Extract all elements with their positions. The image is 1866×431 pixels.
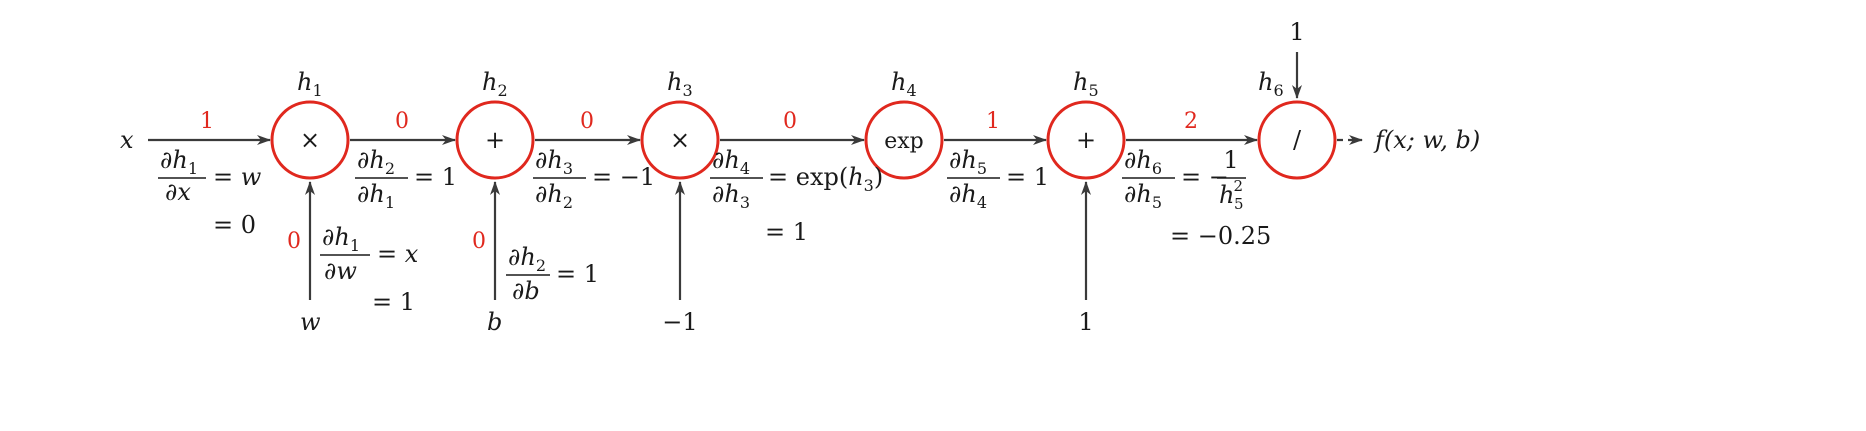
svg-text:∂h2: ∂h2 — [535, 180, 573, 212]
svg-text:= x: = x — [377, 240, 419, 268]
svg-text:∂h2: ∂h2 — [508, 243, 546, 275]
label-h2: h2 — [482, 68, 508, 100]
op-h3: × — [670, 126, 690, 154]
input-x: x — [120, 126, 134, 154]
partial-dh2-dh1: ∂h2 ∂h1 = 1 — [355, 146, 457, 212]
svg-text:= exp(h3): = exp(h3) — [768, 163, 883, 195]
svg-text:= −1: = −1 — [592, 163, 655, 191]
svg-text:∂h4: ∂h4 — [949, 180, 987, 212]
partial-dh5-dh4: ∂h5 ∂h4 = 1 — [947, 146, 1049, 212]
svg-text:= −: = − — [1181, 163, 1229, 191]
svg-text:∂h4: ∂h4 — [712, 146, 750, 178]
svg-text:∂x: ∂x — [165, 178, 191, 206]
input-w: w — [300, 308, 321, 336]
op-h6: / — [1293, 126, 1302, 154]
svg-text:∂h1: ∂h1 — [322, 223, 360, 255]
grad-h5-h6: 2 — [1184, 109, 1198, 134]
svg-text:∂w: ∂w — [324, 257, 357, 285]
svg-text:∂h6: ∂h6 — [1124, 146, 1162, 178]
svg-text:1: 1 — [1223, 146, 1238, 174]
label-h4: h4 — [891, 68, 917, 100]
partial-dh4-dh3: ∂h4 ∂h3 = exp(h3) = 1 — [710, 146, 883, 246]
input-one-h5: 1 — [1078, 308, 1093, 336]
partial-dh6-dh5: ∂h6 ∂h5 = − 1 h2 5 = −0.25 — [1122, 146, 1271, 250]
output-label: f(x; w, b) — [1373, 126, 1480, 154]
grad-h3-h4: 0 — [783, 109, 797, 134]
partial-dh1-dx: ∂h1 ∂x = w = 0 — [158, 146, 262, 239]
input-neg1: −1 — [662, 308, 697, 336]
grad-w-h1: 0 — [287, 229, 301, 254]
svg-text:= 1: = 1 — [414, 163, 457, 191]
node-h1 — [270, 100, 350, 180]
svg-text:= w: = w — [213, 163, 262, 191]
op-h2: + — [485, 126, 505, 154]
op-h1: × — [300, 126, 320, 154]
node-h5 — [1046, 100, 1126, 180]
svg-text:= 1: = 1 — [372, 288, 415, 316]
partial-dh2-db: ∂h2 ∂b = 1 — [506, 243, 599, 305]
grad-x-h1: 1 — [200, 109, 214, 134]
grad-h4-h5: 1 — [986, 109, 1000, 134]
svg-text:∂h1: ∂h1 — [160, 146, 198, 178]
node-h6 — [1257, 100, 1337, 180]
svg-text:∂h3: ∂h3 — [535, 146, 573, 178]
svg-text:= 1: = 1 — [1006, 163, 1049, 191]
label-h1: h1 — [297, 68, 323, 100]
svg-text:∂h2: ∂h2 — [357, 146, 395, 178]
svg-text:∂h1: ∂h1 — [357, 180, 395, 212]
grad-h2-h3: 0 — [580, 109, 594, 134]
label-h6: h6 — [1258, 68, 1284, 100]
grad-b-h2: 0 — [472, 229, 486, 254]
partial-dh1-dw: ∂h1 ∂w = x = 1 — [320, 223, 419, 316]
op-h5: + — [1076, 126, 1096, 154]
svg-text:= 1: = 1 — [556, 260, 599, 288]
svg-text:= −0.25: = −0.25 — [1170, 222, 1271, 250]
node-h2 — [455, 100, 535, 180]
svg-text:∂h5: ∂h5 — [1124, 180, 1162, 212]
svg-text:∂h5: ∂h5 — [949, 146, 987, 178]
node-h3 — [640, 100, 720, 180]
svg-text:∂b: ∂b — [512, 277, 540, 305]
svg-text:= 0: = 0 — [213, 211, 256, 239]
node-h4 — [864, 100, 944, 180]
op-h4: exp — [884, 129, 924, 154]
partial-dh3-dh2: ∂h3 ∂h2 = −1 — [533, 146, 655, 212]
input-b: b — [487, 308, 502, 336]
input-one-h6: 1 — [1289, 18, 1304, 46]
svg-text:= 1: = 1 — [765, 218, 808, 246]
grad-h1-h2: 0 — [395, 109, 409, 134]
label-h3: h3 — [667, 68, 693, 100]
label-h5: h5 — [1073, 68, 1099, 100]
svg-text:h25: h2 5 — [1219, 177, 1244, 213]
svg-text:∂h3: ∂h3 — [712, 180, 750, 212]
